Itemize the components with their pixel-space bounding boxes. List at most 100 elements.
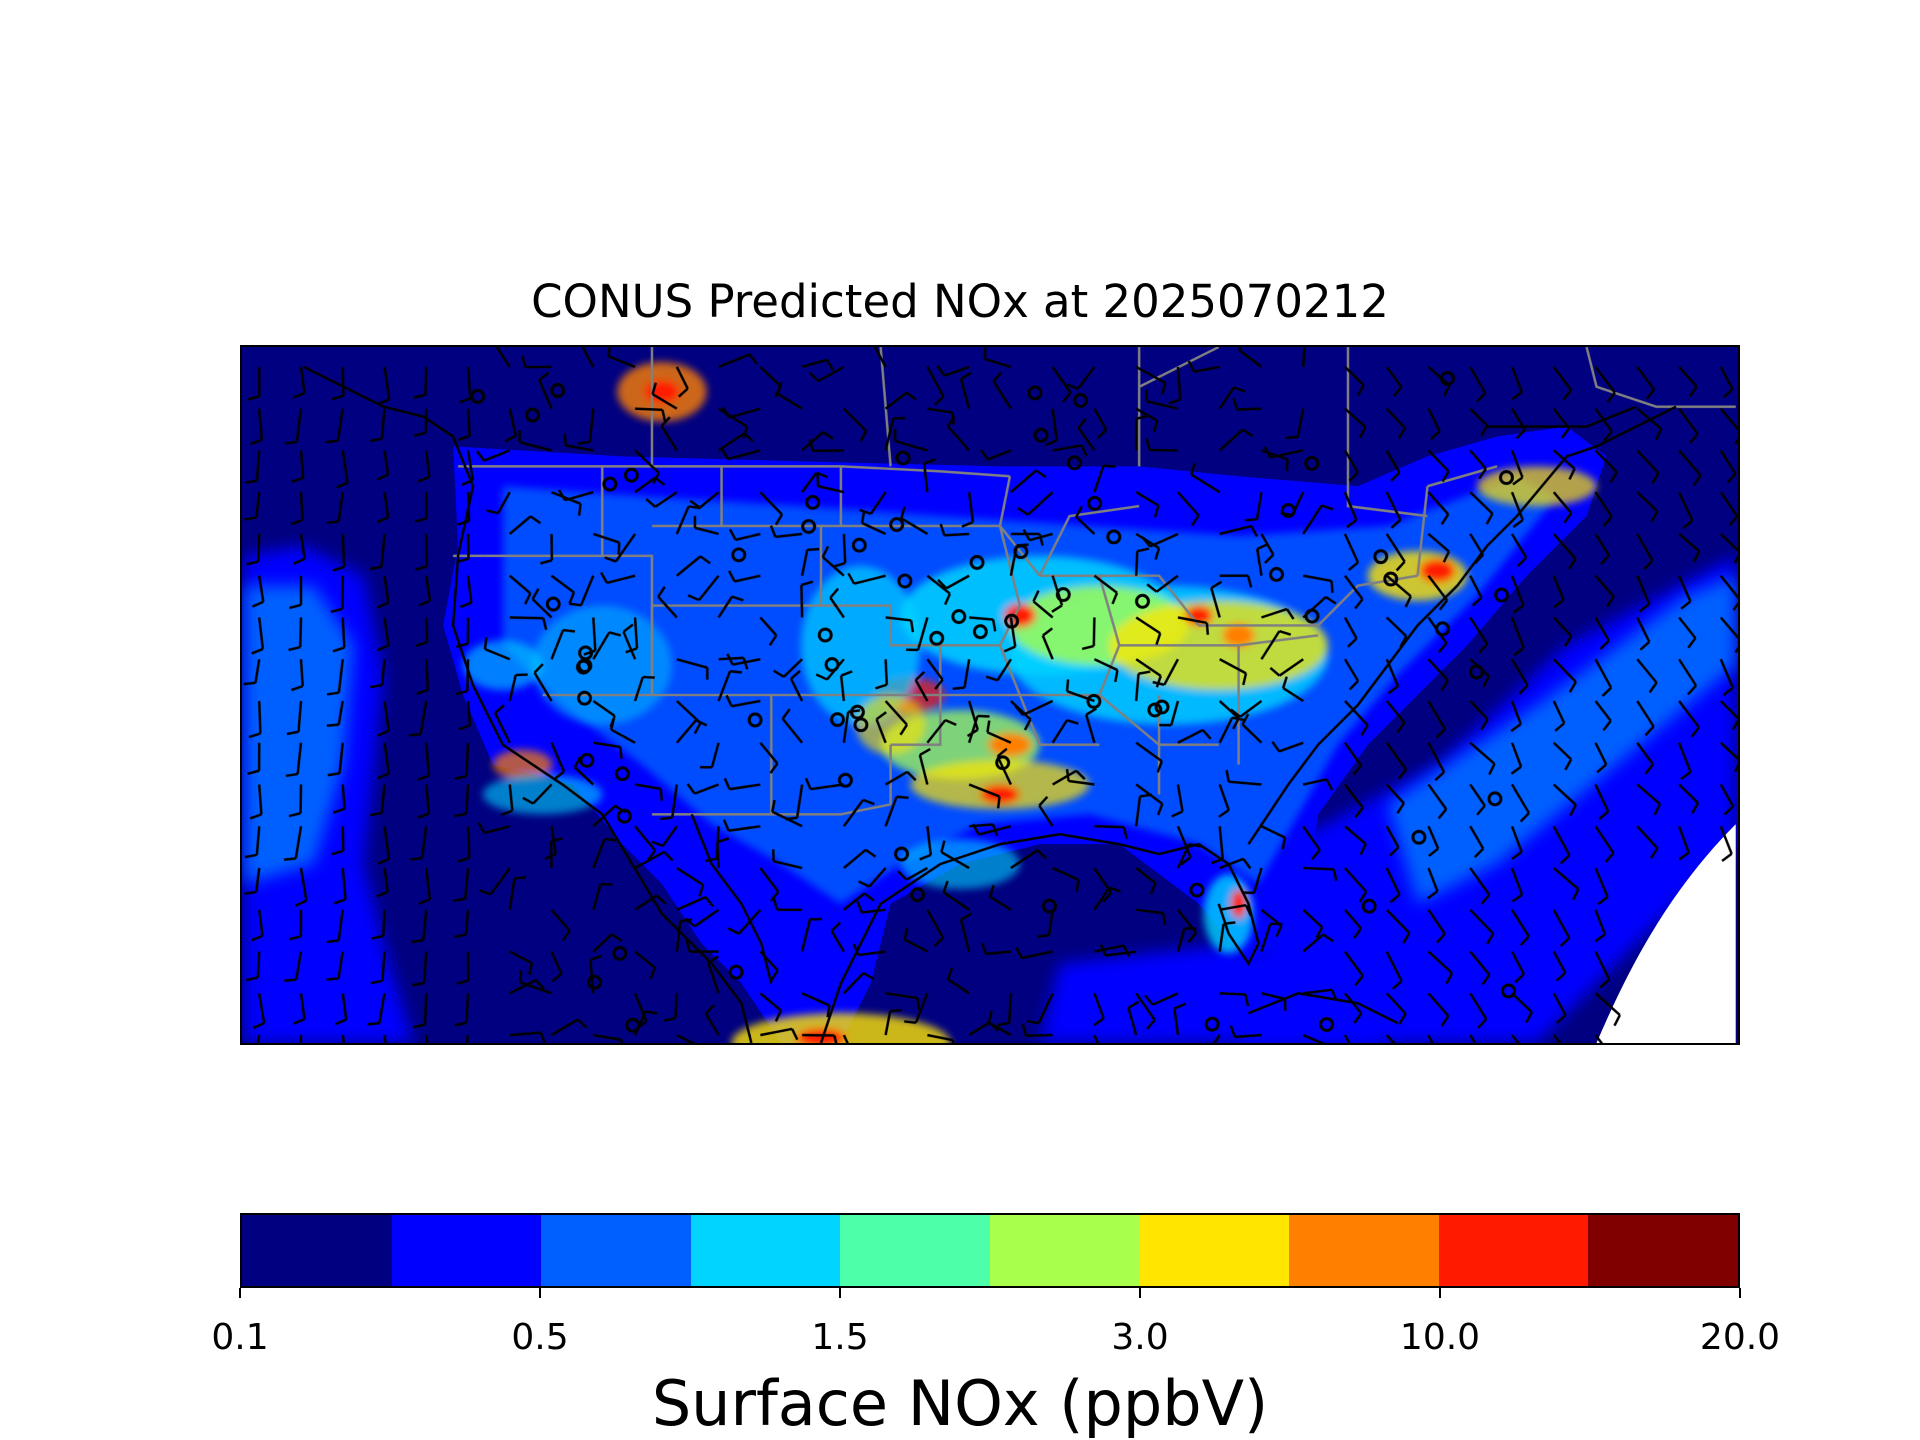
wind-barb (1385, 658, 1400, 687)
wind-barb-flag (919, 747, 931, 756)
wind-barb-flag (286, 730, 299, 736)
wind-barb (1212, 1034, 1221, 1043)
wind-barb (1427, 783, 1448, 810)
wind-barb-flag (1435, 728, 1446, 739)
wind-barb-flag (332, 646, 345, 653)
wind-barb-flag (1211, 857, 1224, 865)
colorbar-segment (1139, 1215, 1290, 1286)
wind-barb (1176, 491, 1200, 517)
calm-wind-circle (1055, 587, 1071, 603)
wind-barb (341, 784, 346, 809)
wind-barb (782, 658, 803, 678)
wind-barb-flag (1246, 575, 1253, 588)
wind-barb (1552, 1034, 1562, 1043)
wind-barb (1469, 825, 1485, 850)
wind-barb-flag (1205, 622, 1210, 635)
wind-barb (1385, 407, 1406, 430)
wind-barb-flag (1398, 1013, 1407, 1025)
wind-barb-flag (377, 397, 390, 406)
wind-barb (801, 431, 825, 452)
wind-barb-flag (748, 353, 758, 365)
wind-barb (1469, 366, 1487, 394)
wind-barb (1469, 950, 1491, 976)
wind-barb-flag (1015, 946, 1023, 959)
wind-barb (422, 951, 428, 984)
wind-barb-flag (417, 475, 430, 483)
wind-barb (257, 700, 262, 734)
pacific-plume-inner (244, 585, 354, 884)
wind-barb (257, 993, 266, 1024)
wind-barb (634, 894, 658, 911)
calm-wind-circle (625, 1017, 641, 1033)
wind-barb (1302, 1033, 1325, 1043)
wind-barb (1302, 933, 1325, 953)
wind-barb-flag (1250, 525, 1259, 538)
wind-barb (967, 492, 975, 523)
wind-barb-flag (1330, 580, 1334, 593)
wind-barb-flag (1144, 994, 1154, 1006)
wind-barb-flag (1229, 1025, 1236, 1038)
wind-barb (858, 950, 886, 957)
wind-barb-flag (1603, 430, 1613, 442)
wind-barb (1594, 825, 1615, 854)
wind-barb (1552, 491, 1573, 514)
wind-barb-flag (369, 437, 383, 443)
wind-barb (903, 938, 928, 953)
wind-barb-flag (1609, 471, 1618, 484)
colorbar-tick-label: 0.1 (211, 1317, 269, 1358)
map-title: CONUS Predicted NOx at 2025070212 (531, 275, 1389, 328)
wind-barb (299, 993, 306, 1020)
wind-barb-flag (1315, 926, 1324, 939)
wind-barb (1677, 742, 1692, 773)
wind-barb (380, 784, 386, 814)
wind-barb (550, 951, 563, 975)
wind-barb (383, 450, 390, 475)
wind-barb (1636, 449, 1660, 475)
wind-barb-flag (453, 897, 466, 902)
wind-barb (1636, 491, 1659, 513)
wind-barb (484, 825, 511, 835)
wind-barb-flag (244, 890, 257, 895)
colorbar-tick (839, 1288, 841, 1298)
wind-barb-flag (483, 637, 488, 650)
wind-barb-flag (1732, 601, 1738, 611)
wind-barb (926, 826, 933, 856)
wind-barb-flag (288, 811, 301, 818)
wind-barb-flag (660, 416, 671, 427)
wind-barb (341, 366, 345, 396)
wind-barb (1344, 700, 1369, 727)
wind-barb (1469, 700, 1489, 721)
wind-barb (1719, 533, 1738, 553)
wind-barb-flag (1691, 802, 1700, 814)
wind-barb (1677, 491, 1694, 521)
wind-barb (1343, 574, 1364, 600)
wind-barb (1135, 532, 1160, 550)
wind-barb (1636, 616, 1651, 643)
wind-barb-flag (1077, 417, 1088, 429)
wind-barb (1252, 867, 1263, 894)
wind-barb-flag (1599, 554, 1610, 565)
wind-barb (1510, 533, 1528, 559)
wind-barb-flag (1512, 519, 1524, 529)
wind-barb-flag (688, 505, 701, 510)
wind-barb (1510, 950, 1525, 975)
wind-barb (1135, 658, 1162, 677)
wind-barb (968, 783, 1000, 798)
wind-barb (508, 515, 532, 535)
wind-barb (1022, 699, 1054, 717)
wind-barb-flag (1066, 383, 1079, 390)
wind-barb (1238, 349, 1263, 368)
wind-barb (423, 993, 428, 1025)
wind-barb-flag (1218, 809, 1230, 818)
wind-barb (1228, 780, 1262, 786)
wind-barb (614, 533, 637, 563)
wind-barb (734, 574, 761, 583)
wind-barb-flag (589, 954, 603, 962)
wind-barb (1052, 866, 1080, 882)
wind-barb-flag (1171, 810, 1184, 818)
wind-barb-flag (654, 476, 666, 487)
wind-barb-flag (1066, 718, 1079, 725)
calm-wind-circle (1500, 983, 1516, 999)
wind-barb (1719, 616, 1738, 640)
wind-barb (341, 450, 349, 483)
